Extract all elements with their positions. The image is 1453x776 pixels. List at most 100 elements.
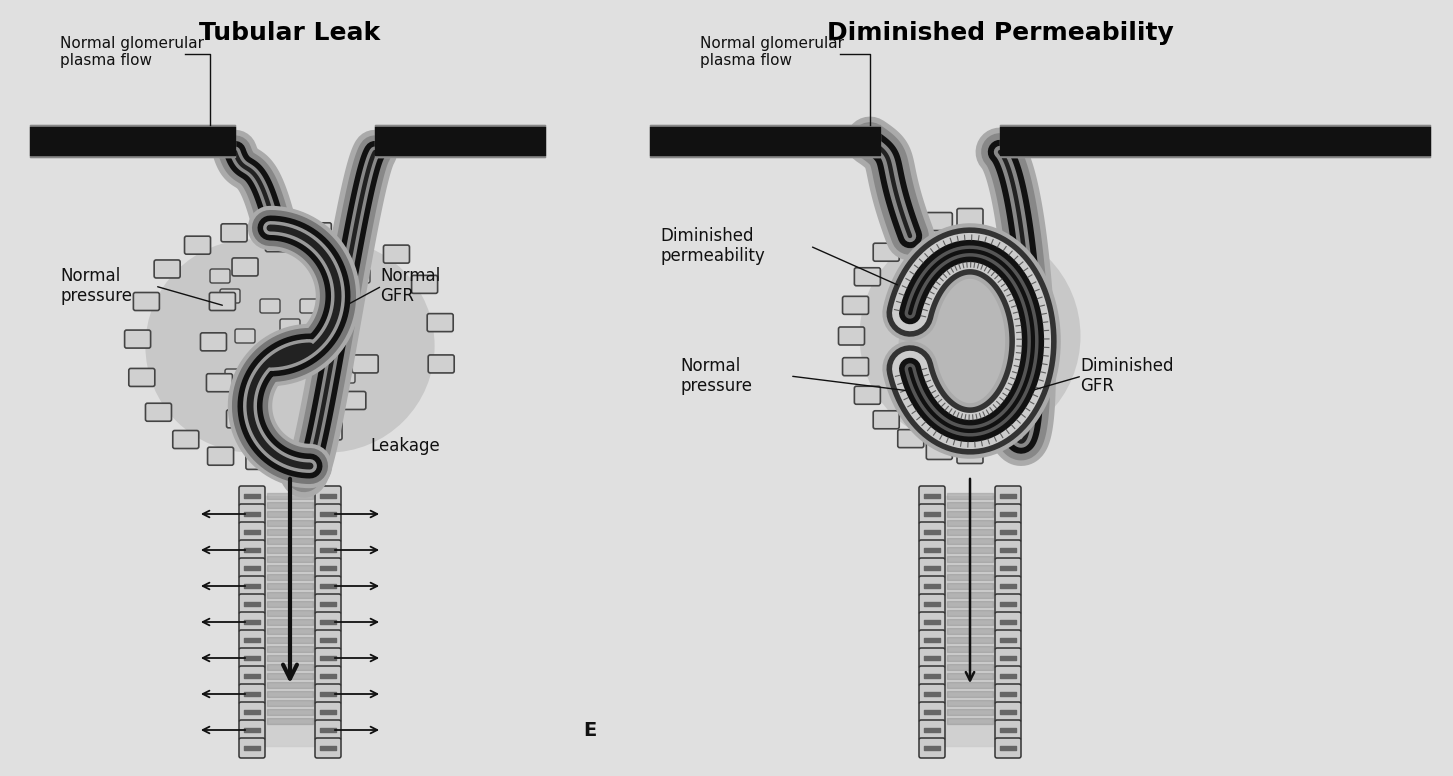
FancyBboxPatch shape bbox=[898, 224, 924, 242]
FancyBboxPatch shape bbox=[238, 576, 264, 596]
FancyBboxPatch shape bbox=[898, 430, 924, 448]
Text: Normal glomerular
plasma flow: Normal glomerular plasma flow bbox=[700, 36, 844, 68]
FancyBboxPatch shape bbox=[206, 374, 232, 392]
FancyBboxPatch shape bbox=[838, 327, 865, 345]
FancyBboxPatch shape bbox=[232, 258, 259, 276]
FancyBboxPatch shape bbox=[315, 522, 341, 542]
FancyBboxPatch shape bbox=[315, 684, 341, 704]
Text: Diminished
permeability: Diminished permeability bbox=[660, 227, 764, 265]
FancyBboxPatch shape bbox=[305, 223, 331, 241]
FancyBboxPatch shape bbox=[154, 260, 180, 278]
Text: E: E bbox=[583, 722, 597, 740]
Text: Diminished
GFR: Diminished GFR bbox=[1080, 357, 1174, 396]
FancyBboxPatch shape bbox=[918, 540, 944, 560]
FancyBboxPatch shape bbox=[995, 540, 1021, 560]
FancyBboxPatch shape bbox=[238, 702, 264, 722]
FancyBboxPatch shape bbox=[315, 558, 341, 578]
FancyBboxPatch shape bbox=[995, 504, 1021, 524]
FancyBboxPatch shape bbox=[346, 227, 372, 244]
FancyBboxPatch shape bbox=[225, 369, 246, 383]
FancyBboxPatch shape bbox=[315, 594, 341, 614]
FancyBboxPatch shape bbox=[238, 738, 264, 758]
FancyBboxPatch shape bbox=[238, 558, 264, 578]
FancyBboxPatch shape bbox=[843, 296, 869, 314]
FancyBboxPatch shape bbox=[134, 293, 160, 310]
FancyBboxPatch shape bbox=[340, 391, 366, 410]
FancyBboxPatch shape bbox=[283, 442, 309, 461]
Text: Tubular Leak: Tubular Leak bbox=[199, 21, 381, 45]
FancyBboxPatch shape bbox=[918, 522, 944, 542]
FancyBboxPatch shape bbox=[238, 720, 264, 740]
Text: Leakage: Leakage bbox=[371, 437, 440, 455]
FancyBboxPatch shape bbox=[918, 720, 944, 740]
FancyBboxPatch shape bbox=[340, 289, 360, 303]
FancyBboxPatch shape bbox=[918, 738, 944, 758]
FancyBboxPatch shape bbox=[384, 245, 410, 263]
Circle shape bbox=[145, 240, 359, 452]
FancyBboxPatch shape bbox=[238, 630, 264, 650]
FancyBboxPatch shape bbox=[854, 386, 881, 404]
FancyBboxPatch shape bbox=[927, 442, 952, 459]
FancyBboxPatch shape bbox=[315, 702, 341, 722]
FancyBboxPatch shape bbox=[260, 359, 280, 373]
Text: Normal glomerular
plasma flow: Normal glomerular plasma flow bbox=[60, 36, 203, 68]
FancyBboxPatch shape bbox=[201, 333, 227, 351]
FancyBboxPatch shape bbox=[918, 576, 944, 596]
FancyBboxPatch shape bbox=[995, 612, 1021, 632]
FancyBboxPatch shape bbox=[918, 612, 944, 632]
FancyBboxPatch shape bbox=[185, 236, 211, 255]
FancyBboxPatch shape bbox=[995, 702, 1021, 722]
FancyBboxPatch shape bbox=[238, 648, 264, 668]
FancyBboxPatch shape bbox=[995, 720, 1021, 740]
FancyBboxPatch shape bbox=[918, 630, 944, 650]
FancyBboxPatch shape bbox=[209, 293, 235, 310]
FancyBboxPatch shape bbox=[260, 299, 280, 313]
FancyBboxPatch shape bbox=[219, 289, 240, 303]
FancyBboxPatch shape bbox=[266, 234, 292, 251]
FancyBboxPatch shape bbox=[927, 213, 952, 230]
FancyBboxPatch shape bbox=[315, 648, 341, 668]
FancyBboxPatch shape bbox=[995, 522, 1021, 542]
FancyBboxPatch shape bbox=[854, 268, 881, 286]
FancyBboxPatch shape bbox=[259, 436, 285, 455]
FancyBboxPatch shape bbox=[918, 594, 944, 614]
FancyBboxPatch shape bbox=[315, 504, 341, 524]
FancyBboxPatch shape bbox=[958, 209, 984, 227]
FancyBboxPatch shape bbox=[995, 684, 1021, 704]
FancyBboxPatch shape bbox=[280, 319, 299, 333]
FancyBboxPatch shape bbox=[918, 504, 944, 524]
FancyBboxPatch shape bbox=[315, 630, 341, 650]
FancyBboxPatch shape bbox=[918, 666, 944, 686]
FancyBboxPatch shape bbox=[296, 450, 323, 468]
FancyBboxPatch shape bbox=[235, 329, 254, 343]
FancyBboxPatch shape bbox=[125, 330, 151, 348]
Text: Normal
pressure: Normal pressure bbox=[60, 267, 132, 306]
FancyBboxPatch shape bbox=[325, 329, 344, 343]
FancyBboxPatch shape bbox=[315, 612, 341, 632]
FancyBboxPatch shape bbox=[352, 355, 378, 373]
FancyBboxPatch shape bbox=[238, 522, 264, 542]
Text: Normal
pressure: Normal pressure bbox=[680, 357, 753, 396]
FancyBboxPatch shape bbox=[299, 359, 320, 373]
Circle shape bbox=[898, 275, 1042, 417]
FancyBboxPatch shape bbox=[411, 275, 437, 293]
FancyBboxPatch shape bbox=[315, 576, 341, 596]
FancyBboxPatch shape bbox=[315, 666, 341, 686]
FancyBboxPatch shape bbox=[995, 594, 1021, 614]
FancyBboxPatch shape bbox=[211, 269, 230, 283]
FancyBboxPatch shape bbox=[238, 612, 264, 632]
FancyBboxPatch shape bbox=[227, 410, 253, 428]
FancyBboxPatch shape bbox=[315, 720, 341, 740]
FancyBboxPatch shape bbox=[918, 648, 944, 668]
FancyBboxPatch shape bbox=[238, 666, 264, 686]
FancyBboxPatch shape bbox=[336, 369, 355, 383]
FancyBboxPatch shape bbox=[238, 684, 264, 704]
FancyBboxPatch shape bbox=[918, 702, 944, 722]
Circle shape bbox=[221, 240, 434, 452]
FancyBboxPatch shape bbox=[843, 358, 869, 376]
FancyBboxPatch shape bbox=[995, 630, 1021, 650]
FancyBboxPatch shape bbox=[238, 540, 264, 560]
FancyBboxPatch shape bbox=[315, 422, 341, 440]
FancyBboxPatch shape bbox=[129, 369, 155, 386]
FancyBboxPatch shape bbox=[918, 558, 944, 578]
